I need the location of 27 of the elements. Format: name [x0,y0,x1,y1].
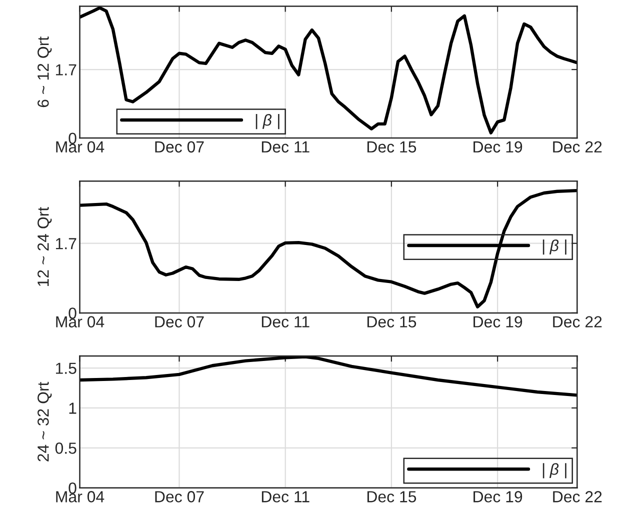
y-tick-label: 0.5 [55,442,76,454]
y-tick-label: 1 [69,402,76,414]
y-tick-label: 1.7 [56,64,76,76]
x-tick-label: Dec 22 [553,141,602,153]
x-tick-label: Dec 11 [262,141,310,153]
text: | β | [542,463,566,478]
y-axis-title: 24 ~ 32 Qrt [38,382,52,462]
y-tick-label: 1.7 [56,238,76,250]
x-tick-label: Dec 19 [474,491,522,502]
text: | β | [256,114,280,130]
x-tick-label: Dec 22 [553,316,602,328]
x-tick-label: Dec 11 [262,316,310,328]
x-tick-label: Dec 11 [262,491,310,502]
x-tick-label: Dec 15 [367,316,416,328]
y-tick-label: 1.5 [56,362,76,374]
text: | β | [542,239,566,255]
x-tick-label: Dec 07 [155,316,204,328]
y-axis-title: 12 ~ 24 Qrt [38,206,52,286]
y-axis-title: 6 ~ 12 Qrt [38,36,52,108]
x-tick-label: Dec 15 [367,141,416,153]
x-tick-label: Dec 19 [474,316,522,328]
x-tick-label: Dec 07 [155,141,204,153]
x-tick-label: Dec 15 [367,491,416,502]
x-tick-label: Dec 07 [155,491,204,502]
x-tick-label: Dec 22 [553,491,602,502]
line-series [80,188,578,308]
x-tick-label: Dec 19 [474,141,522,153]
